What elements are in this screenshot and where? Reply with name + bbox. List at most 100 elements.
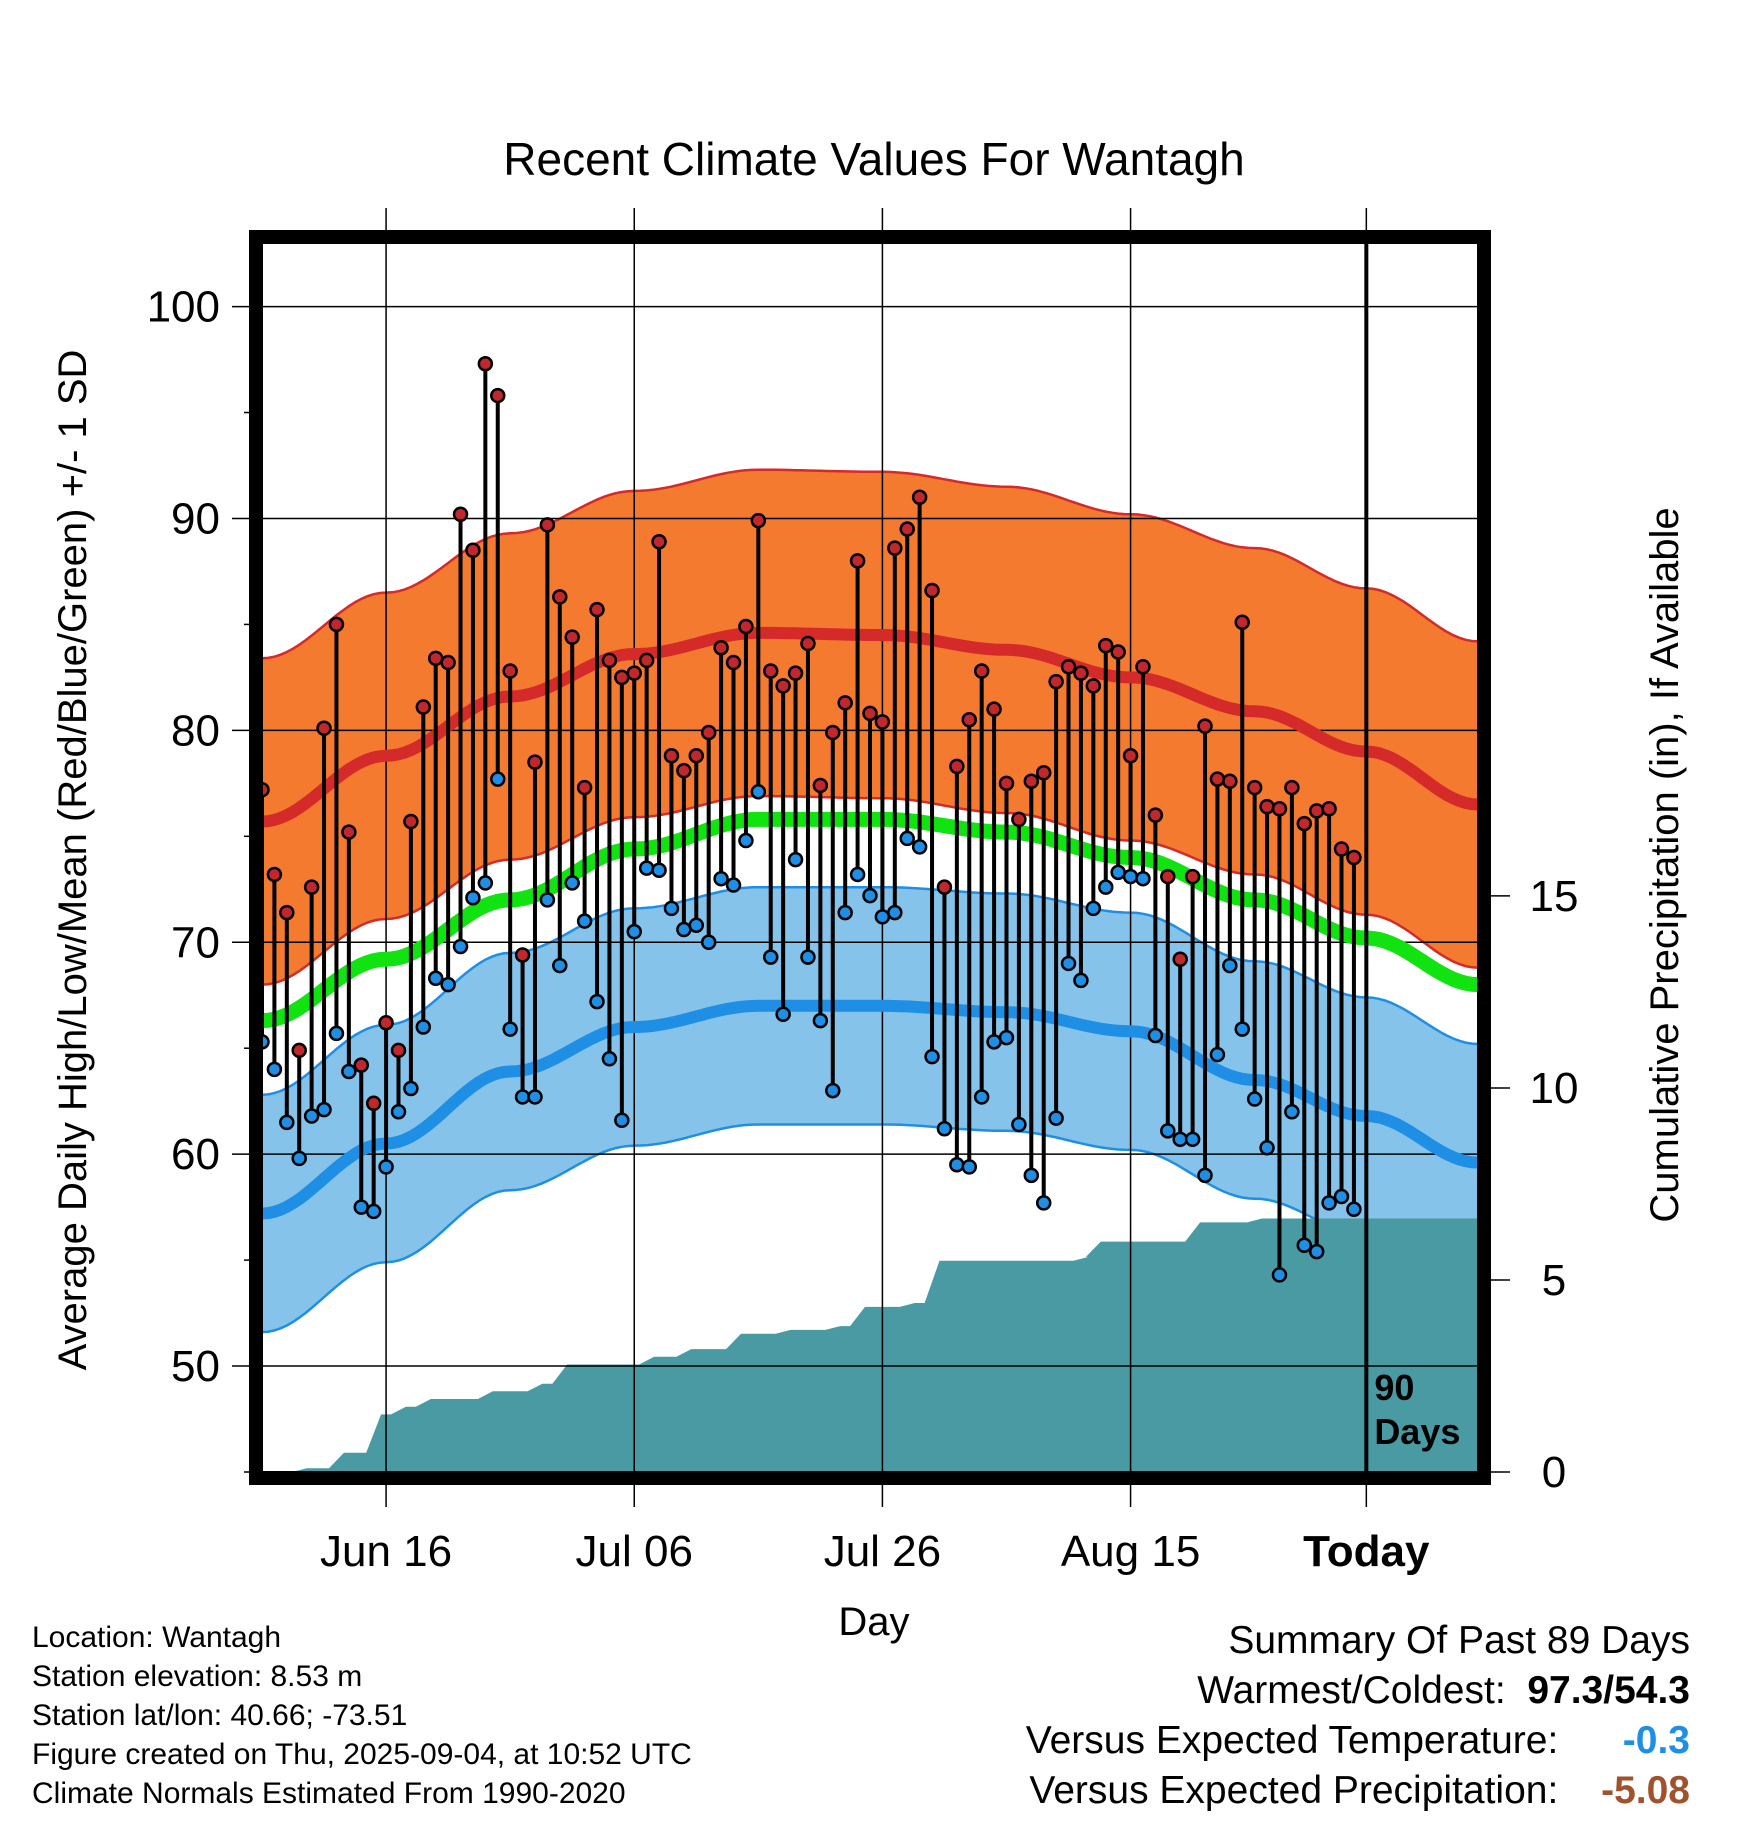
daily-high-point — [651, 534, 667, 550]
daily-low-point — [539, 892, 556, 908]
daily-high-point — [961, 712, 978, 728]
x-tick-label: Today — [1303, 1527, 1430, 1576]
plot-frame — [249, 230, 1491, 1485]
daily-high-point — [353, 1057, 370, 1073]
daily-low-point — [527, 1089, 543, 1105]
daily-low-point — [899, 830, 915, 847]
daily-low-point — [626, 923, 642, 940]
daily-high-point — [539, 517, 556, 533]
daily-low-point — [1284, 1104, 1300, 1120]
daily-low-point — [1259, 1140, 1275, 1156]
daily-high-point — [576, 779, 593, 796]
daily-high-point — [564, 629, 580, 645]
daily-high-point — [1271, 801, 1288, 817]
daily-high-point — [700, 724, 717, 741]
daily-low-point — [1048, 1110, 1064, 1126]
daily-low-point — [1296, 1237, 1313, 1254]
today-marker-label: 90 — [1374, 1367, 1414, 1408]
daily-high-point — [1259, 798, 1275, 815]
daily-low-point — [1135, 870, 1151, 887]
daily-high-point — [589, 601, 605, 618]
daily-low-point — [303, 1108, 320, 1124]
daily-low-point — [552, 957, 568, 974]
daily-low-point — [998, 1029, 1015, 1046]
daily-high-point — [738, 618, 754, 635]
daily-low-point — [787, 851, 804, 868]
daily-high-point — [762, 663, 779, 679]
daily-low-point — [353, 1199, 370, 1215]
daily-low-point — [502, 1021, 518, 1037]
daily-low-point — [961, 1159, 978, 1175]
daily-low-point — [589, 993, 605, 1010]
daily-high-point — [490, 387, 506, 404]
daily-high-point — [452, 506, 469, 522]
daily-high-point — [1172, 951, 1188, 967]
daily-low-point — [862, 887, 878, 904]
daily-high-point — [427, 650, 444, 667]
daily-low-point — [1184, 1131, 1201, 1148]
daily-high-point — [1060, 659, 1077, 675]
daily-high-point — [1048, 673, 1064, 690]
daily-low-point — [911, 839, 928, 855]
daily-low-point — [1085, 900, 1102, 917]
daily-high-point — [638, 652, 655, 669]
y-right-tick-label: 10 — [1530, 1064, 1579, 1113]
daily-low-point — [452, 938, 469, 955]
daily-low-point — [949, 1157, 965, 1173]
daily-high-point — [775, 678, 791, 694]
daily-low-point — [390, 1104, 407, 1120]
precip-value: -5.08 — [1601, 1769, 1690, 1812]
daily-low-point — [1222, 957, 1238, 974]
daily-high-point — [291, 1042, 307, 1059]
daily-high-point — [614, 669, 630, 686]
daily-high-point — [1011, 811, 1027, 828]
daily-low-point — [415, 1019, 432, 1035]
daily-low-point — [440, 976, 456, 993]
daily-high-point — [514, 947, 531, 963]
low-sd-lower-line — [262, 1123, 1478, 1334]
daily-low-point — [465, 890, 481, 906]
daily-low-point — [316, 1101, 332, 1118]
daily-low-point — [1060, 955, 1077, 972]
daily-high-point — [1122, 748, 1139, 764]
daily-high-point — [874, 714, 891, 730]
daily-low-point — [601, 1051, 618, 1067]
daily-high-point — [1197, 718, 1213, 734]
today-marker-label: Days — [1374, 1411, 1460, 1452]
latlon-text: Station lat/lon: 40.66; -73.51 — [32, 1699, 408, 1732]
normal-high-line — [262, 626, 1478, 828]
daily-low-point — [564, 875, 580, 891]
daily-low-point — [1333, 1188, 1350, 1205]
daily-low-point — [676, 921, 692, 938]
y-tick-label: 100 — [147, 283, 220, 332]
daily-low-point — [638, 860, 655, 876]
summary-heading: Summary Of Past 89 Days — [1228, 1619, 1690, 1662]
daily-low-point — [341, 1063, 357, 1080]
daily-low-point — [1122, 868, 1139, 885]
daily-high-point — [378, 1015, 394, 1031]
daily-low-point — [738, 832, 754, 849]
daily-high-point — [911, 489, 928, 506]
y-tick-label: 60 — [171, 1130, 220, 1179]
daily-low-point — [663, 900, 680, 917]
daily-high-point — [1222, 773, 1238, 789]
daily-high-point — [365, 1095, 382, 1112]
chart-title: Recent Climate Values For Wantagh — [503, 133, 1244, 185]
normals-text: Climate Normals Estimated From 1990-2020 — [32, 1777, 626, 1810]
daily-high-point — [1308, 803, 1325, 819]
daily-high-point — [1209, 771, 1226, 787]
daily-low-point — [837, 904, 853, 921]
daily-high-point — [812, 777, 829, 794]
daily-high-point — [1296, 815, 1313, 832]
daily-high-point — [800, 635, 816, 652]
y-tick-label: 90 — [171, 494, 220, 543]
daily-low-point — [849, 866, 866, 883]
x-tick-label: Jun 16 — [320, 1527, 452, 1576]
daily-high-point — [1246, 779, 1263, 796]
station-info: Location: Wantagh Station elevation: 8.5… — [32, 1618, 692, 1813]
precip-label: Versus Expected Precipitation: — [1029, 1769, 1559, 1812]
daily-low-point — [700, 934, 717, 951]
daily-low-point — [1346, 1201, 1362, 1217]
daily-high-point — [1110, 644, 1126, 660]
summary-extremes: Warmest/Coldest: 97.3/54.3 — [1026, 1666, 1690, 1716]
